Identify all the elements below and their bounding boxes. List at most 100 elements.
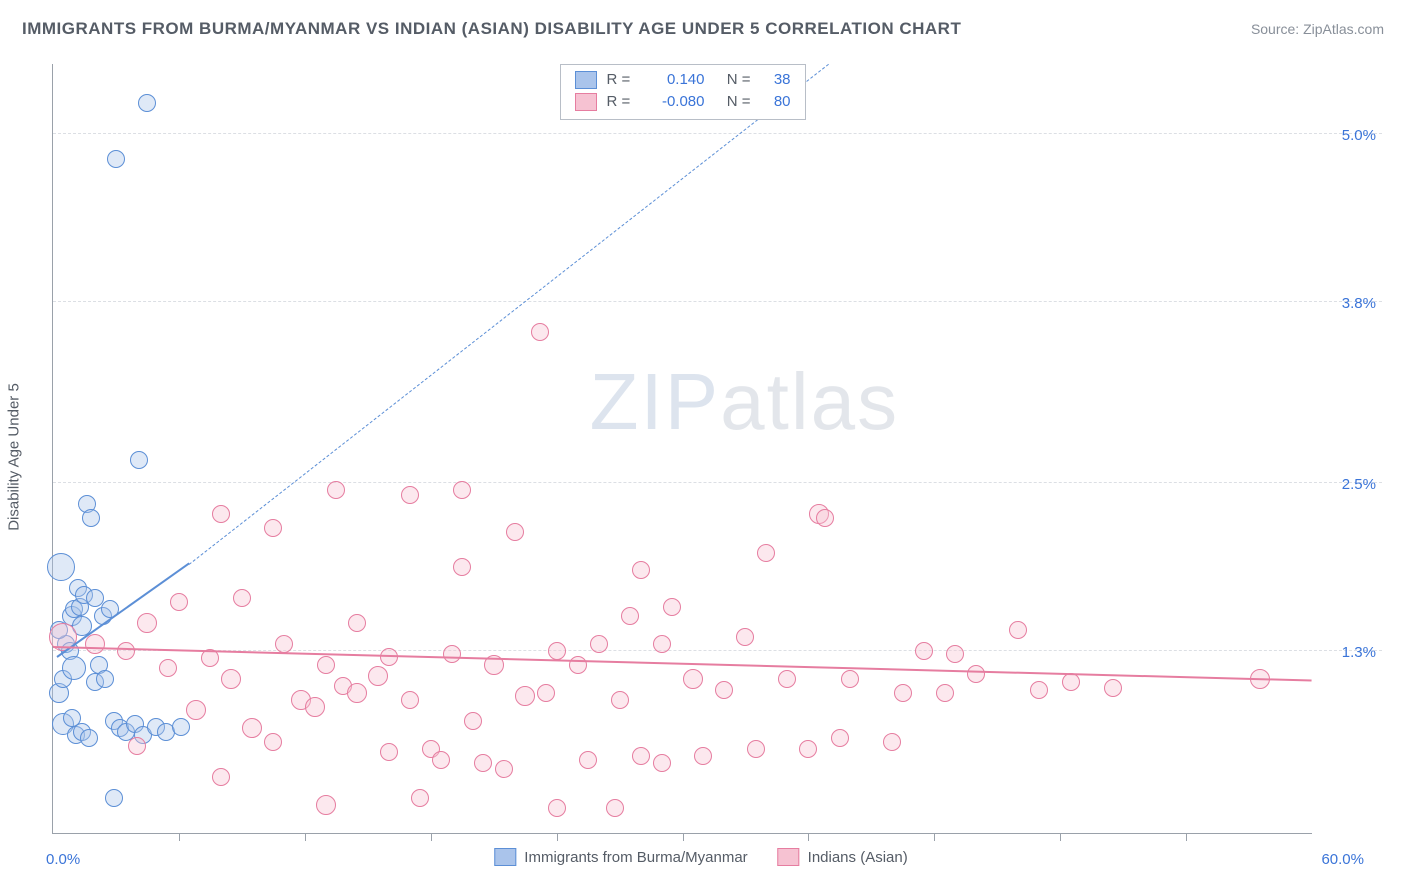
gridline	[53, 133, 1382, 134]
data-point-indian	[548, 642, 566, 660]
data-point-indian	[736, 628, 754, 646]
r-label: R =	[607, 69, 635, 91]
data-point-burma	[172, 718, 190, 736]
data-point-indian	[936, 684, 954, 702]
data-point-indian	[443, 645, 461, 663]
data-point-indian	[380, 743, 398, 761]
legend-row-indian: R = -0.080 N = 80	[575, 91, 791, 113]
data-point-indian	[233, 589, 251, 607]
data-point-indian	[401, 486, 419, 504]
watermark-light: atlas	[720, 357, 899, 446]
data-point-burma	[105, 789, 123, 807]
data-point-indian	[611, 691, 629, 709]
gridline	[53, 482, 1382, 483]
data-point-burma	[47, 553, 75, 581]
data-point-indian	[606, 799, 624, 817]
data-point-indian	[221, 669, 241, 689]
data-point-indian	[537, 684, 555, 702]
data-point-indian	[368, 666, 388, 686]
data-point-indian	[663, 598, 681, 616]
data-point-indian	[212, 505, 230, 523]
correlation-legend: R = 0.140 N = 38 R = -0.080 N = 80	[560, 64, 806, 120]
series-label-indian: Indians (Asian)	[808, 849, 908, 866]
data-point-indian	[548, 799, 566, 817]
r-value-indian: -0.080	[645, 91, 705, 113]
legend-row-burma: R = 0.140 N = 38	[575, 69, 791, 91]
data-point-indian	[432, 751, 450, 769]
data-point-burma	[130, 451, 148, 469]
x-tick	[934, 833, 935, 841]
data-point-indian	[495, 760, 513, 778]
data-point-indian	[85, 634, 105, 654]
data-point-indian	[453, 481, 471, 499]
trend-line	[189, 63, 830, 564]
data-point-indian	[590, 635, 608, 653]
y-tick-label: 5.0%	[1342, 127, 1376, 144]
data-point-indian	[816, 509, 834, 527]
x-tick	[1186, 833, 1187, 841]
source-label: Source: ZipAtlas.com	[1251, 21, 1384, 37]
series-label-burma: Immigrants from Burma/Myanmar	[524, 849, 747, 866]
data-point-indian	[316, 795, 336, 815]
data-point-indian	[1062, 673, 1080, 691]
data-point-indian	[747, 740, 765, 758]
data-point-indian	[967, 665, 985, 683]
data-point-burma	[62, 656, 86, 680]
data-point-indian	[757, 544, 775, 562]
watermark-bold: ZIP	[590, 357, 720, 446]
y-tick-label: 1.3%	[1342, 644, 1376, 661]
data-point-indian	[137, 613, 157, 633]
gridline	[53, 301, 1382, 302]
y-tick-label: 2.5%	[1342, 476, 1376, 493]
chart-area: Disability Age Under 5 ZIPatlas R = 0.14…	[20, 48, 1382, 866]
data-point-indian	[531, 323, 549, 341]
legend-item-indian: Indians (Asian)	[778, 848, 908, 866]
r-label: R =	[607, 91, 635, 113]
data-point-indian	[159, 659, 177, 677]
data-point-indian	[894, 684, 912, 702]
x-tick	[1060, 833, 1061, 841]
data-point-indian	[778, 670, 796, 688]
data-point-indian	[327, 481, 345, 499]
x-tick	[431, 833, 432, 841]
legend-item-burma: Immigrants from Burma/Myanmar	[494, 848, 747, 866]
x-axis-min-label: 0.0%	[46, 851, 80, 868]
data-point-indian	[841, 670, 859, 688]
data-point-burma	[107, 150, 125, 168]
data-point-indian	[694, 747, 712, 765]
data-point-indian	[915, 642, 933, 660]
data-point-indian	[117, 642, 135, 660]
swatch-indian	[778, 848, 800, 866]
data-point-indian	[305, 697, 325, 717]
data-point-indian	[474, 754, 492, 772]
data-point-indian	[242, 718, 262, 738]
data-point-indian	[128, 737, 146, 755]
data-point-indian	[264, 519, 282, 537]
data-point-indian	[264, 733, 282, 751]
swatch-burma	[575, 71, 597, 89]
data-point-indian	[317, 656, 335, 674]
data-point-indian	[348, 614, 366, 632]
data-point-burma	[138, 94, 156, 112]
plot-region: ZIPatlas R = 0.140 N = 38 R = -0.080 N =…	[52, 64, 1312, 834]
x-tick	[557, 833, 558, 841]
data-point-indian	[632, 747, 650, 765]
data-point-indian	[831, 729, 849, 747]
x-tick	[683, 833, 684, 841]
data-point-burma	[82, 509, 100, 527]
n-value-burma: 38	[761, 69, 791, 91]
data-point-indian	[186, 700, 206, 720]
data-point-indian	[275, 635, 293, 653]
data-point-indian	[653, 635, 671, 653]
y-tick-label: 3.8%	[1342, 295, 1376, 312]
data-point-indian	[1104, 679, 1122, 697]
data-point-indian	[632, 561, 650, 579]
data-point-indian	[946, 645, 964, 663]
series-legend: Immigrants from Burma/Myanmar Indians (A…	[494, 848, 907, 866]
r-value-burma: 0.140	[645, 69, 705, 91]
data-point-indian	[799, 740, 817, 758]
data-point-indian	[621, 607, 639, 625]
data-point-indian	[212, 768, 230, 786]
data-point-indian	[579, 751, 597, 769]
data-point-burma	[96, 670, 114, 688]
